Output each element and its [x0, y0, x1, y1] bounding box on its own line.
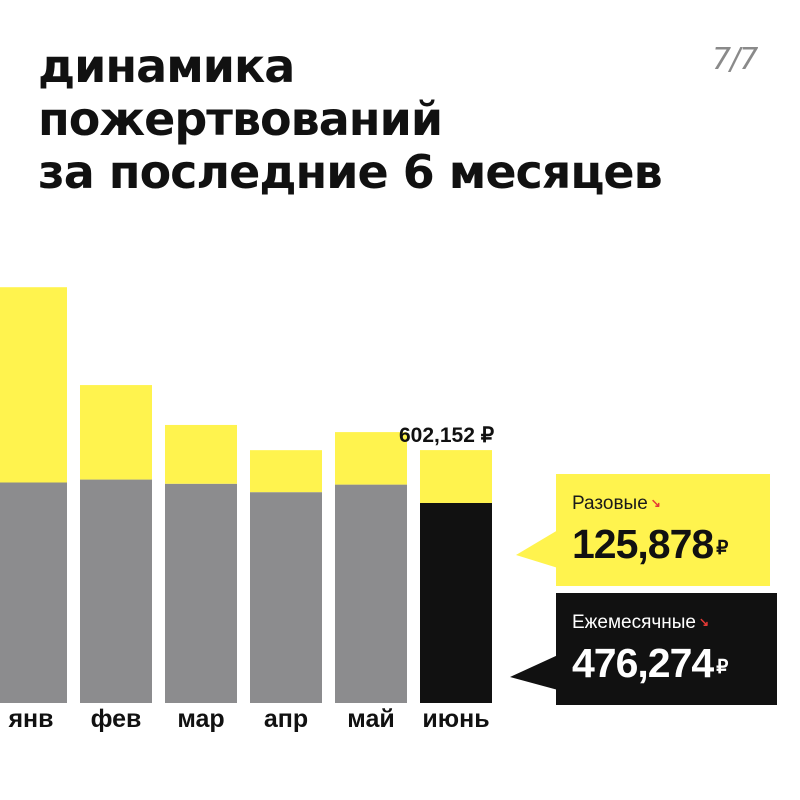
month-label-1: фев: [91, 705, 142, 733]
title-line-3: за последние 6 месяцев: [38, 145, 663, 199]
bar-one-time-3: [250, 450, 322, 493]
title-line-1: динамика: [38, 39, 295, 93]
callout-one-time-label-text: Разовые: [572, 493, 648, 514]
title-line-2: пожертвований: [38, 92, 443, 146]
bar-one-time-0: [0, 287, 67, 483]
callout-one-time-value: 125,878 ₽: [572, 521, 770, 572]
bar-monthly-4: [335, 484, 407, 703]
callout-monthly: Ежемесячные ↘ 476,274 ₽: [556, 593, 777, 705]
callout-monthly-amount: 476,274: [572, 640, 714, 686]
bar-monthly-0: [0, 482, 67, 703]
bar-one-time-5: [420, 450, 492, 503]
bar-one-time-2: [165, 424, 237, 484]
bar-monthly-1: [80, 479, 152, 703]
callout-one-time-label: Разовые ↘: [572, 492, 770, 515]
month-label-2: мар: [177, 705, 224, 733]
bar-monthly-2: [165, 483, 237, 703]
month-label-0: янв: [7, 705, 53, 733]
bars-group: [0, 287, 492, 703]
bar-one-time-1: [80, 385, 152, 480]
month-label-5: июнь: [422, 705, 489, 733]
month-label-3: апр: [264, 705, 308, 733]
callout-monthly-label: Ежемесячные ↘: [572, 611, 777, 634]
ruble-sign: ₽: [716, 538, 729, 559]
page-counter: 7/7: [712, 42, 758, 77]
callout-one-time: Разовые ↘ 125,878 ₽: [556, 474, 770, 586]
arrow-down-icon: ↘: [650, 496, 661, 510]
page-title: динамика пожертвований за последние 6 ме…: [38, 39, 663, 199]
total-value-label: 602,152 ₽: [399, 424, 495, 447]
bar-monthly-5: [420, 502, 492, 703]
bar-one-time-4: [335, 432, 407, 485]
callout-monthly-value: 476,274 ₽: [572, 640, 777, 691]
bar-monthly-3: [250, 492, 322, 703]
callout-one-time-amount: 125,878: [572, 521, 714, 567]
callout-onetime-pointer: [516, 530, 558, 568]
month-labels-group: янв фев мар апр май июнь 602,152 ₽: [7, 424, 494, 733]
callout-monthly-pointer: [510, 655, 558, 690]
callout-monthly-label-text: Ежемесячные: [572, 612, 696, 633]
month-label-4: май: [347, 705, 394, 733]
ruble-sign: ₽: [716, 657, 729, 678]
arrow-down-icon: ↘: [698, 615, 710, 629]
